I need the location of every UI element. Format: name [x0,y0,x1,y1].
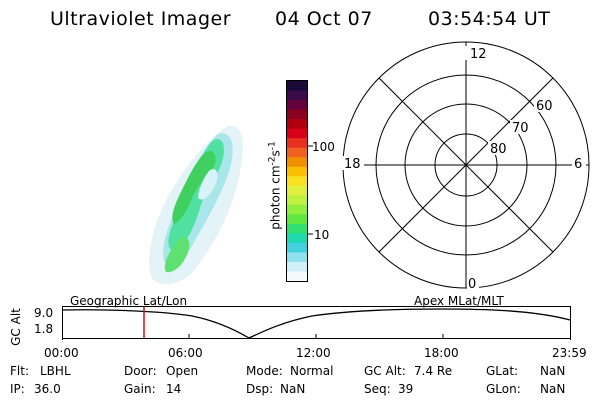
colorbar-band [287,109,307,120]
colorbar-band [287,176,307,187]
gain-label: Gain: [124,382,156,396]
coord-label-apex: Apex MLat/MLT [414,294,504,308]
gcalt-value: 7.4 Re [414,364,453,378]
colorbar-band [287,100,307,111]
colorbar-band [287,81,307,92]
glat-label: GLat: [486,364,519,378]
gain-value: 14 [166,382,182,396]
flt-value: LBHL [40,364,71,378]
xtick-1800: 18:00 [424,346,459,360]
xtick-1200: 12:00 [296,346,331,360]
colorbar-band [287,138,307,149]
colorbar-ticks [307,145,313,235]
mlt-12-label: 12 [470,47,487,62]
door-value: Open [166,364,199,378]
colorbar-band [287,261,307,273]
colorbar-band [287,185,307,196]
polar-grid: 12 18 6 0 60 70 80 [342,41,590,292]
glat-value: NaN [540,364,566,378]
colorbar-tick-100: 100 [312,140,335,154]
door-label: Door: [124,364,157,378]
lat-80-label: 80 [490,142,507,157]
timeline-ytick-top: 9.0 [34,306,54,320]
image-time: 03:54:54 UT [428,8,551,30]
timeline-ytick-bottom: 1.8 [34,322,54,336]
timeline-ylabel: GC Alt [9,308,23,346]
colorbar-band [287,195,307,206]
altitude-timeline [62,306,571,340]
aurora-core [172,150,216,224]
colorbar-band [287,157,307,168]
colorbar-band [287,242,307,254]
colorbar-band [287,271,307,282]
seq-label: Seq: [364,382,391,396]
xtick-2359: 23:59 [552,346,587,360]
lat-60-label: 60 [536,99,553,114]
image-date: 04 Oct 07 [275,8,373,30]
colorbar-band [287,223,307,234]
mlt-18-label: 18 [344,157,361,172]
colorbar-gradient [287,81,307,282]
colorbar-band [287,128,307,139]
ip-label: IP: [10,382,25,396]
auroral-image [149,125,243,285]
altitude-curve [62,308,571,339]
ip-value: 36.0 [34,382,61,396]
instrument-title: Ultraviolet Imager [50,8,232,30]
unit-exp2: -1 [267,141,278,151]
aurora-gap [198,169,218,200]
colorbar-band [287,233,307,244]
mlt-0-label: 0 [468,277,476,292]
colorbar-band [287,147,307,158]
dsp-value: NaN [280,382,306,396]
colorbar [286,80,308,282]
xtick-0600: 06:00 [168,346,203,360]
unit-exp1: -2 [267,156,278,166]
colorbar-band [287,119,307,130]
colorbar-band [287,252,307,263]
mlt-6-label: 6 [574,157,582,172]
coord-label-geographic: Geographic Lat/Lon [70,294,188,308]
lat-70-label: 70 [512,121,529,136]
xtick-0000: 00:00 [44,346,79,360]
flt-label: Flt: [10,364,29,378]
mode-label: Mode: [246,364,283,378]
aurora-lower [164,236,190,273]
unit-s: s [268,150,283,157]
unit-base: photon cm [268,165,283,230]
colorbar-unit-label: photon cm-2s-1 [268,111,283,261]
colorbar-band [287,166,307,177]
glon-value: NaN [540,382,566,396]
gcalt-label: GC Alt: [364,364,406,378]
colorbar-band [287,204,307,215]
dsp-label: Dsp: [246,382,274,396]
seq-value: 39 [398,382,414,396]
colorbar-band [287,214,307,225]
mode-value: Normal [290,364,334,378]
colorbar-band [287,90,307,101]
colorbar-tick-10: 10 [314,228,330,242]
glon-label: GLon: [486,382,521,396]
